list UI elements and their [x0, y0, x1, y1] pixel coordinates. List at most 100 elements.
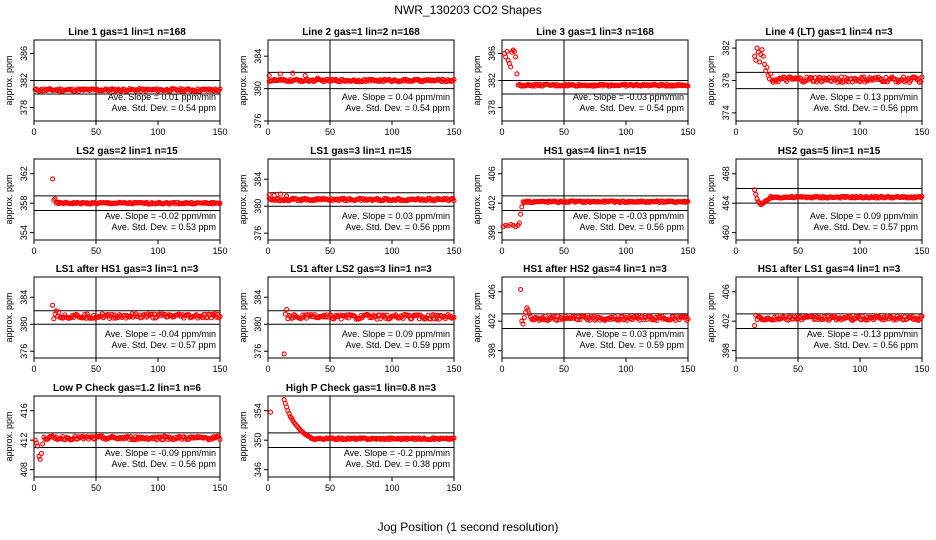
data-point — [831, 76, 837, 82]
stddev-annotation: Ave. Std. Dev. = 0.54 ppm — [580, 103, 684, 113]
y-tick-label: 398 — [487, 343, 497, 358]
panel-title: LS2 gas=2 lin=1 n=15 — [76, 146, 178, 157]
x-tick-label: 0 — [265, 483, 270, 493]
panel-title: Line 1 gas=1 lin=1 n=168 — [68, 27, 186, 38]
x-tick-label: 0 — [265, 364, 270, 374]
y-tick-label: 376 — [253, 113, 263, 128]
x-tick-label: 100 — [852, 364, 867, 374]
y-tick-label: 376 — [253, 344, 263, 359]
data-point — [878, 76, 884, 82]
x-tick-label: 0 — [733, 364, 738, 374]
data-points — [501, 47, 691, 89]
data-point — [51, 316, 57, 322]
y-tick-label: 412 — [19, 433, 29, 448]
panel-14: High P Check gas=1 lin=0.8 n=3 0 50 100 150 3… — [238, 383, 462, 493]
data-point — [133, 434, 139, 440]
data-point — [53, 308, 59, 314]
plot-frame — [33, 158, 221, 241]
data-point — [577, 317, 583, 323]
slope-annotation: Ave. Slope = -0.2 ppm/min — [344, 448, 450, 458]
data-point — [36, 453, 42, 459]
data-point — [685, 198, 691, 205]
slope-annotation: Ave. Slope = -0.03 ppm/min — [573, 211, 684, 221]
data-point — [38, 450, 44, 456]
data-points — [267, 397, 457, 443]
data-points — [518, 286, 691, 327]
y-tick-label: 350 — [253, 433, 263, 448]
y-axis-label: approx. ppm — [472, 174, 482, 224]
data-point — [918, 195, 924, 201]
x-tick-label: 0 — [499, 127, 504, 137]
data-point — [919, 313, 925, 319]
data-point — [451, 76, 457, 83]
x-tick-label: 50 — [793, 364, 803, 374]
y-tick-label: 378 — [721, 73, 731, 88]
y-tick-label: 386 — [19, 46, 29, 61]
y-axis-label: approx. ppm — [706, 174, 716, 224]
data-points — [752, 312, 925, 329]
x-tick-label: 100 — [384, 246, 399, 256]
x-tick-label: 50 — [559, 364, 569, 374]
x-tick-label: 0 — [31, 127, 36, 137]
x-tick-label: 0 — [265, 127, 270, 137]
panel-title: HS2 gas=5 lin=1 n=15 — [778, 146, 881, 157]
data-points — [266, 70, 457, 85]
x-tick-label: 150 — [680, 364, 695, 374]
x-tick-label: 50 — [793, 127, 803, 137]
slope-annotation: Ave. Slope = 0.13 ppm/min — [810, 92, 918, 102]
panel-8: HS2 gas=5 lin=1 n=15 0 50 100 150 460 464 468 ap… — [706, 146, 930, 256]
data-point — [51, 434, 57, 440]
data-points — [32, 433, 223, 462]
x-tick-label: 0 — [733, 246, 738, 256]
y-tick-label: 460 — [721, 225, 731, 240]
y-tick-label: 398 — [721, 343, 731, 358]
y-tick-label: 384 — [253, 172, 263, 187]
x-tick-label: 50 — [91, 127, 101, 137]
y-tick-label: 380 — [253, 317, 263, 332]
y-tick-label: 406 — [487, 166, 497, 181]
x-tick-label: 150 — [446, 364, 461, 374]
x-tick-label: 100 — [150, 127, 165, 137]
x-tick-label: 0 — [265, 246, 270, 256]
data-point — [768, 71, 774, 77]
y-tick-label: 362 — [19, 166, 29, 181]
data-point — [52, 196, 58, 202]
slope-annotation: Ave. Slope = 0.03 ppm/min — [342, 211, 450, 221]
y-axis-label: approx. ppm — [238, 411, 248, 461]
data-points — [500, 198, 691, 230]
y-axis-label: approx. ppm — [472, 292, 482, 342]
panel-11: HS1 after HS2 gas=4 lin=1 n=3 0 50 100 150 39… — [472, 264, 696, 374]
data-point — [770, 317, 776, 323]
x-tick-label: 0 — [31, 483, 36, 493]
stddev-annotation: Ave. Std. Dev. = 0.57 ppm — [112, 340, 216, 350]
stddev-annotation: Ave. Std. Dev. = 0.38 ppm — [346, 459, 450, 469]
panel-title: Line 2 gas=1 lin=2 n=168 — [302, 27, 420, 38]
panel-2: Line 2 gas=1 lin=2 n=168 0 50 100 150 376 380 3… — [238, 27, 462, 137]
y-tick-label: 384 — [253, 49, 263, 64]
panel-title: HS1 after LS1 gas=4 lin=1 n=3 — [758, 264, 901, 275]
data-point — [71, 314, 77, 320]
data-point — [37, 456, 43, 462]
data-point — [520, 321, 526, 327]
panel-title: HS1 after HS2 gas=4 lin=1 n=3 — [523, 264, 667, 275]
x-tick-label: 50 — [793, 246, 803, 256]
y-tick-label: 468 — [721, 166, 731, 181]
data-point — [511, 48, 517, 55]
panel-3: Line 3 gas=1 lin=3 n=168 0 50 100 150 378 382 3… — [472, 27, 696, 137]
data-points — [32, 86, 223, 94]
data-point — [40, 441, 46, 447]
data-point — [513, 54, 519, 60]
x-tick-label: 150 — [680, 127, 695, 137]
y-axis-label: approx. ppm — [4, 411, 14, 461]
data-point — [281, 351, 287, 357]
y-tick-label: 402 — [487, 314, 497, 329]
data-point — [651, 317, 658, 323]
y-axis-label: approx. ppm — [4, 292, 14, 342]
data-point — [284, 306, 290, 312]
y-tick-label: 346 — [253, 462, 263, 477]
y-tick-label: 378 — [487, 100, 497, 115]
panel-title: Low P Check gas=1.2 lin=1 n=6 — [53, 383, 201, 394]
slope-annotation: Ave. Slope = -0.02 ppm/min — [105, 211, 216, 221]
plot-frame — [267, 276, 455, 359]
y-tick-label: 406 — [721, 284, 731, 299]
